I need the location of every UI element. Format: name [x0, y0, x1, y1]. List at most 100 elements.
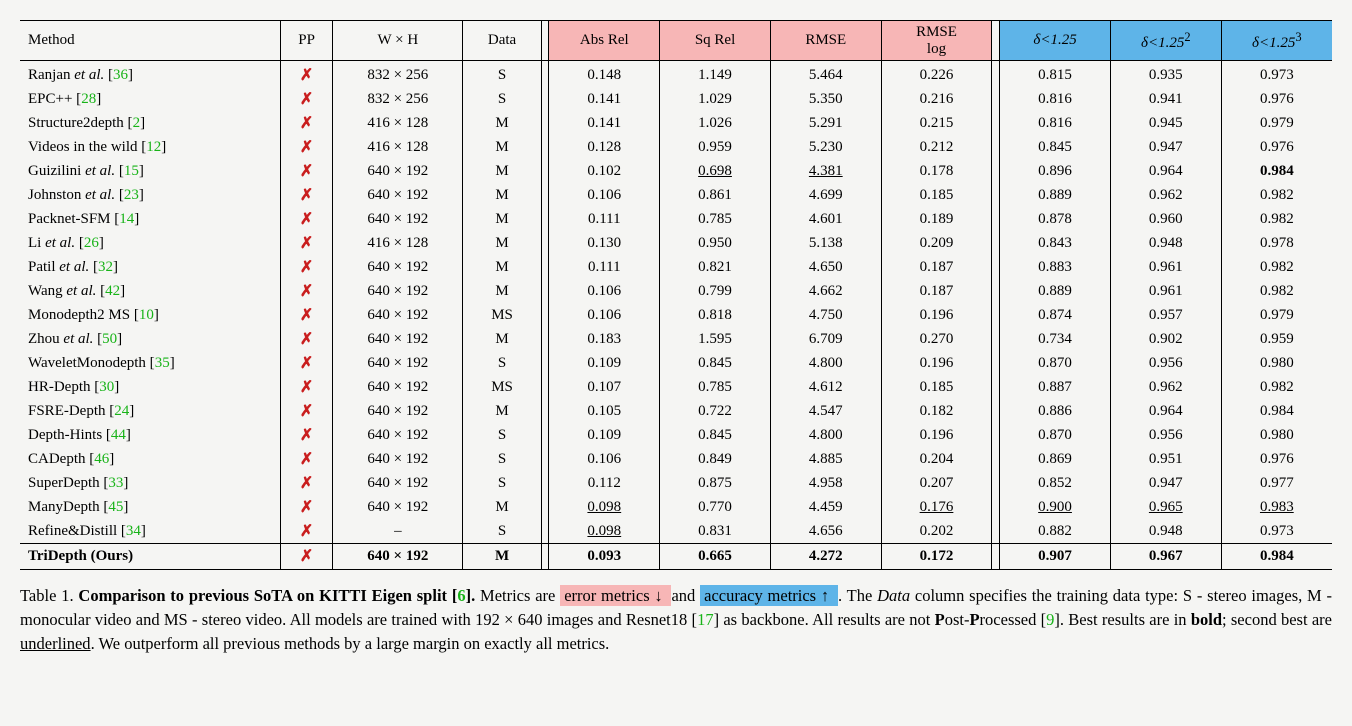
metric-cell: 0.185	[881, 375, 992, 399]
metric-cell: 0.984	[1221, 399, 1332, 423]
data-cell: M	[463, 159, 541, 183]
cite1-close: ].	[466, 586, 476, 605]
method-cell: Johnston et al. [23]	[20, 183, 281, 207]
gap-cell	[541, 183, 549, 207]
pp-cell: ✗	[281, 447, 333, 471]
metric-cell: 0.270	[881, 327, 992, 351]
method-cell: Monodepth2 MS [10]	[20, 303, 281, 327]
under-word: underlined	[20, 634, 91, 653]
table-row: CADepth [46]✗640 × 192S0.1060.8494.8850.…	[20, 447, 1332, 471]
rmselog-line2: log	[927, 41, 946, 57]
metric-cell: 0.870	[1000, 423, 1111, 447]
gap-cell	[992, 447, 1000, 471]
metric-cell: 0.941	[1110, 87, 1221, 111]
wh-cell: –	[333, 519, 463, 544]
metric-cell: 4.750	[770, 303, 881, 327]
data-cell: M	[463, 111, 541, 135]
gap-cell	[992, 255, 1000, 279]
metric-cell: 0.130	[549, 231, 660, 255]
method-cell: TriDepth (Ours)	[20, 544, 281, 570]
metric-cell: 0.770	[660, 495, 771, 519]
gap-cell	[992, 207, 1000, 231]
gap-cell	[992, 303, 1000, 327]
metric-cell: 0.202	[881, 519, 992, 544]
metric-cell: 0.962	[1110, 375, 1221, 399]
metric-cell: 0.982	[1221, 207, 1332, 231]
metric-cell: 0.182	[881, 399, 992, 423]
metric-cell: 0.226	[881, 61, 992, 88]
metric-cell: 0.187	[881, 279, 992, 303]
metric-cell: 0.961	[1110, 279, 1221, 303]
header-gap1	[541, 21, 549, 61]
metric-cell: 0.947	[1110, 135, 1221, 159]
method-cell: Guizilini et al. [15]	[20, 159, 281, 183]
method-cell: WaveletMonodepth [35]	[20, 351, 281, 375]
gap-cell	[541, 159, 549, 183]
metric-cell: 4.800	[770, 423, 881, 447]
gap-cell	[992, 111, 1000, 135]
method-cell: Videos in the wild [12]	[20, 135, 281, 159]
table-row: Patil et al. [32]✗640 × 192M0.1110.8214.…	[20, 255, 1332, 279]
metric-cell: 5.464	[770, 61, 881, 88]
wh-cell: 416 × 128	[333, 135, 463, 159]
wh-cell: 640 × 192	[333, 303, 463, 327]
table-row: TriDepth (Ours)✗640 × 192M0.0930.6654.27…	[20, 544, 1332, 570]
data-cell: M	[463, 495, 541, 519]
gap-cell	[992, 519, 1000, 544]
metric-cell: 0.982	[1221, 279, 1332, 303]
table-row: ManyDepth [45]✗640 × 192M0.0980.7704.459…	[20, 495, 1332, 519]
cap-line3: . We outperform all previous methods by …	[91, 634, 610, 653]
method-cell: Wang et al. [42]	[20, 279, 281, 303]
metric-cell: 1.029	[660, 87, 771, 111]
metric-cell: 0.889	[1000, 183, 1111, 207]
metric-cell: 0.106	[549, 303, 660, 327]
header-sqrel: Sq Rel	[660, 21, 771, 61]
wh-cell: 640 × 192	[333, 351, 463, 375]
metric-cell: 0.977	[1221, 471, 1332, 495]
wh-cell: 832 × 256	[333, 87, 463, 111]
gap-cell	[992, 544, 1000, 570]
metric-cell: 0.887	[1000, 375, 1111, 399]
metric-cell: 0.212	[881, 135, 992, 159]
metric-cell: 0.172	[881, 544, 992, 570]
metric-cell: 0.109	[549, 423, 660, 447]
d3-text: δ<1.25	[1252, 35, 1295, 51]
metric-cell: 0.950	[660, 231, 771, 255]
data-cell: MS	[463, 303, 541, 327]
gap-cell	[541, 327, 549, 351]
header-rmselog: RMSE log	[881, 21, 992, 61]
table-row: Wang et al. [42]✗640 × 192M0.1060.7994.6…	[20, 279, 1332, 303]
data-cell: M	[463, 279, 541, 303]
metric-cell: 0.979	[1221, 111, 1332, 135]
d1-text: δ<1.25	[1033, 32, 1076, 48]
cite2: 17	[697, 610, 714, 629]
pp-cell: ✗	[281, 183, 333, 207]
header-data: Data	[463, 21, 541, 61]
metric-cell: 0.984	[1221, 159, 1332, 183]
metric-cell: 0.815	[1000, 61, 1111, 88]
metric-cell: 0.982	[1221, 255, 1332, 279]
data-italic: Data	[877, 586, 910, 605]
pp-cell: ✗	[281, 423, 333, 447]
metric-cell: 0.945	[1110, 111, 1221, 135]
metric-cell: 0.973	[1221, 61, 1332, 88]
metric-cell: 0.875	[660, 471, 771, 495]
metric-cell: 4.459	[770, 495, 881, 519]
metric-cell: 0.816	[1000, 87, 1111, 111]
metric-cell: 0.967	[1110, 544, 1221, 570]
metric-cell: 4.612	[770, 375, 881, 399]
gap-cell	[541, 207, 549, 231]
results-table: Method PP W × H Data Abs Rel Sq Rel RMSE…	[20, 20, 1332, 570]
metric-cell: 0.861	[660, 183, 771, 207]
metric-cell: 0.976	[1221, 135, 1332, 159]
gap-cell	[992, 231, 1000, 255]
header-pp: PP	[281, 21, 333, 61]
gap-cell	[541, 399, 549, 423]
wh-cell: 640 × 192	[333, 471, 463, 495]
metric-cell: 0.978	[1221, 231, 1332, 255]
metric-cell: 0.982	[1221, 183, 1332, 207]
header-gap2	[992, 21, 1000, 61]
data-cell: M	[463, 255, 541, 279]
table-row: WaveletMonodepth [35]✗640 × 192S0.1090.8…	[20, 351, 1332, 375]
metric-cell: 0.983	[1221, 495, 1332, 519]
